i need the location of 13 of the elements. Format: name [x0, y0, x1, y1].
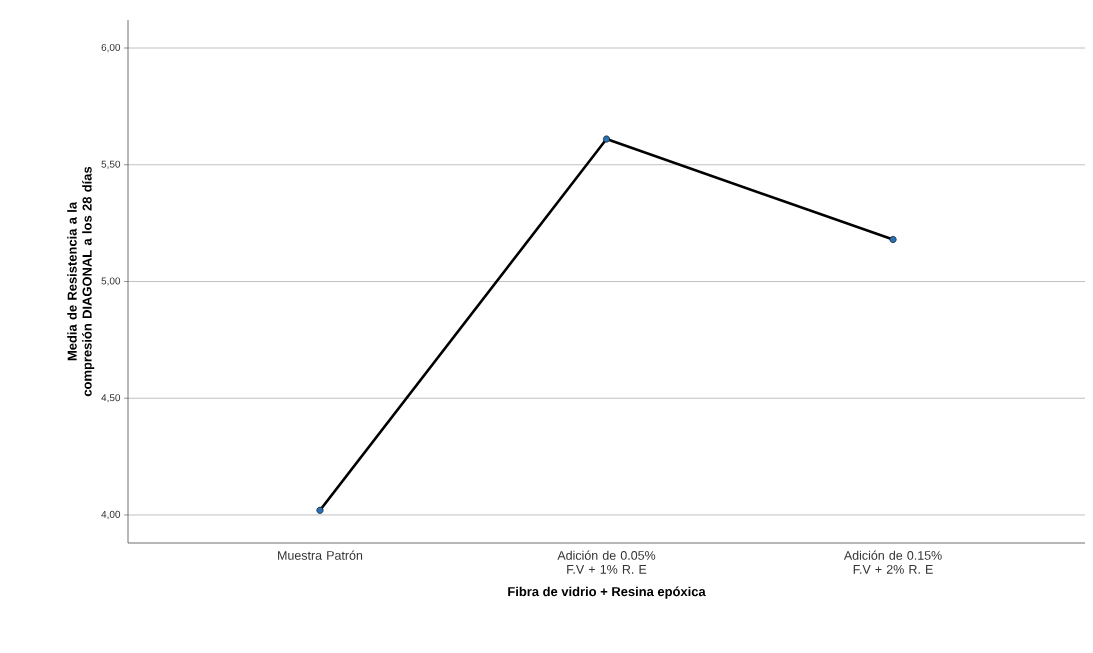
point — [889, 235, 897, 243]
x-tick-label: Adición de 0.15% F.V + 2% R. E — [843, 550, 942, 574]
y-tick-label: 4,00 — [101, 510, 121, 520]
y-tick-label: 5,00 — [101, 277, 121, 286]
x-axis-title: Fibra de vidrio + Resina epóxica — [508, 586, 706, 599]
point — [316, 506, 324, 514]
y-tick-label: 4,50 — [101, 394, 121, 403]
y-axis-title: Media de Resistencia a la compresión DIAGONAL a los 28 días — [67, 166, 95, 397]
y-tick-label: 6,00 — [101, 43, 121, 53]
x-tick-label: Muestra Patrón — [278, 550, 363, 560]
point — [603, 135, 611, 143]
y-tick-label: 5,50 — [101, 160, 121, 169]
x-tick-label: Adición de 0.05% F.V + 1% R. E — [557, 550, 656, 574]
